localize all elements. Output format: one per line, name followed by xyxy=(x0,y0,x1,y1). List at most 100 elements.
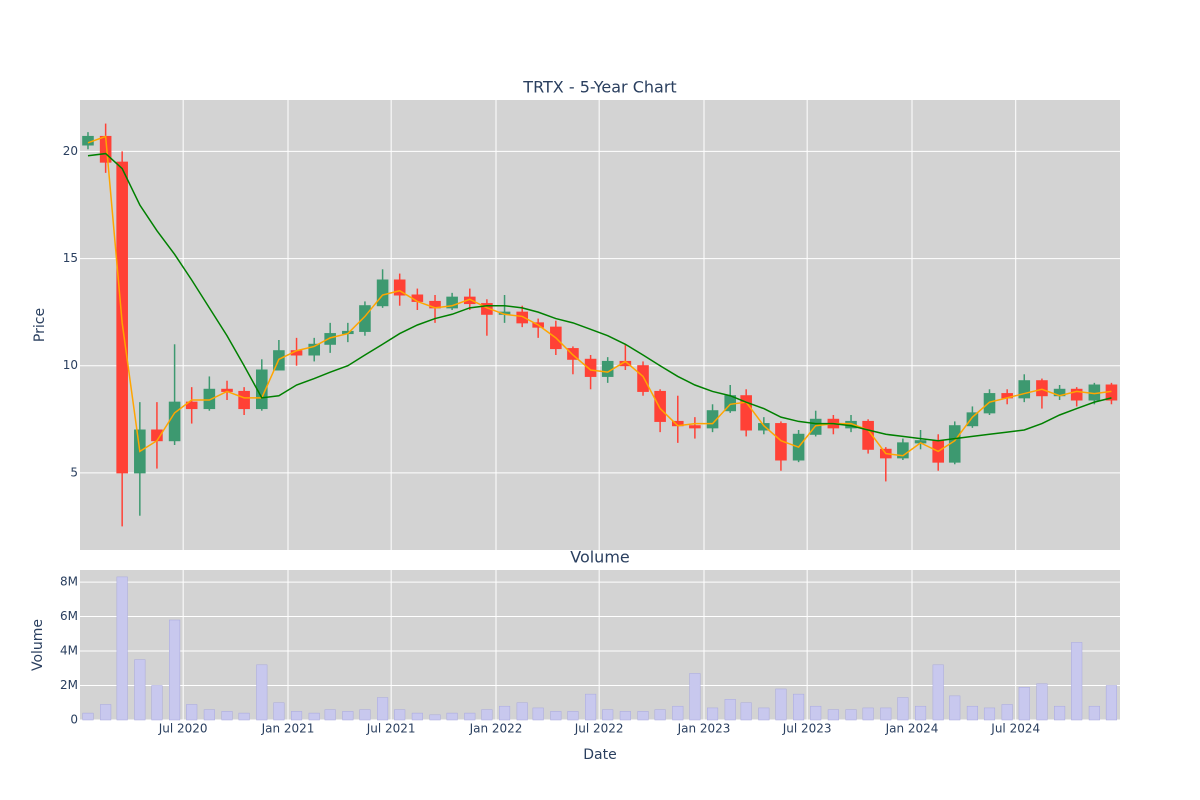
volume-bar xyxy=(827,709,839,721)
volume-bar xyxy=(758,707,770,721)
volume-bar xyxy=(983,707,996,721)
candle-body xyxy=(359,305,371,332)
y-tick-label: 4M xyxy=(60,644,78,658)
moving-average-line xyxy=(87,135,1112,457)
volume-axis-title: Volume xyxy=(30,619,46,671)
candle-body xyxy=(376,279,389,307)
volume-bar xyxy=(740,702,752,721)
volume-bar xyxy=(1036,683,1048,721)
candle-body xyxy=(446,296,458,309)
volume-bar xyxy=(775,688,787,721)
volume-bar xyxy=(411,712,423,721)
volume-bar xyxy=(897,697,909,721)
y-axis-title: Price xyxy=(32,308,48,342)
volume-bar xyxy=(862,707,874,721)
candle-body xyxy=(411,294,424,302)
volume-bar xyxy=(1001,704,1013,721)
volume-bar xyxy=(203,709,215,721)
volume-bar xyxy=(532,707,544,721)
volume-bar xyxy=(602,709,614,721)
candle-body xyxy=(1036,380,1048,397)
candle-body xyxy=(966,412,979,427)
volume-bar xyxy=(238,712,250,721)
volume-bar xyxy=(932,664,944,721)
candle-body xyxy=(601,360,614,377)
volume-bar xyxy=(914,705,927,721)
candle-body xyxy=(567,348,579,360)
price-plot-area xyxy=(80,100,1120,550)
volume-bar xyxy=(810,705,822,721)
volume-bar xyxy=(724,699,736,721)
x-tick-label: Jan 2021 xyxy=(261,722,315,736)
volume-bar xyxy=(1088,705,1100,721)
volume-bar xyxy=(464,712,476,721)
candle-body xyxy=(1070,388,1083,401)
volume-bar xyxy=(706,707,719,721)
candle-body xyxy=(308,343,321,356)
volume-bar xyxy=(377,697,389,721)
volume-bar xyxy=(949,695,961,721)
candle-body xyxy=(463,296,476,305)
x-tick-label: Jan 2023 xyxy=(677,722,731,736)
volume-bar xyxy=(342,711,354,721)
volume-bar xyxy=(100,704,112,721)
x-tick-label: Jul 2024 xyxy=(990,722,1040,736)
volume-bar xyxy=(116,576,128,721)
candle-body xyxy=(584,358,597,377)
y-tick-label: 20 xyxy=(63,144,78,158)
volume-title: Volume xyxy=(570,548,630,567)
moving-average-line xyxy=(87,152,1112,442)
candle-body xyxy=(983,393,996,414)
candle-body xyxy=(775,423,787,461)
candle-body xyxy=(862,420,874,450)
candle-body xyxy=(393,279,406,296)
y-tick-label: 2M xyxy=(60,678,78,692)
volume-bar xyxy=(256,664,268,721)
volume-bar xyxy=(498,705,511,721)
volume-bar xyxy=(845,709,857,721)
volume-bar xyxy=(186,704,198,721)
volume-bar xyxy=(273,702,285,721)
candle-body xyxy=(238,390,250,410)
volume-plot-area xyxy=(80,570,1120,720)
volume-bar xyxy=(394,709,406,721)
candle-body xyxy=(637,365,649,392)
volume-bar xyxy=(672,705,684,721)
volume-bar xyxy=(169,619,181,721)
chart-title: TRTX - 5-Year Chart xyxy=(522,78,676,97)
volume-bar xyxy=(324,709,336,721)
volume-bar xyxy=(654,709,666,721)
volume-bar xyxy=(689,673,701,721)
x-tick-label: Jul 2022 xyxy=(574,722,624,736)
candle-body xyxy=(897,442,909,459)
volume-bar xyxy=(290,711,303,721)
volume-bar xyxy=(308,712,320,721)
volume-bar xyxy=(1071,642,1083,721)
candle-body xyxy=(185,401,198,410)
y-tick-label: 15 xyxy=(63,251,78,265)
volume-bar xyxy=(151,685,163,721)
x-tick-label: Jul 2023 xyxy=(782,722,832,736)
volume-bar xyxy=(429,714,441,721)
volume-bar xyxy=(637,711,649,721)
volume-bar xyxy=(567,711,579,721)
volume-bar xyxy=(221,711,233,721)
volume-bar xyxy=(585,693,597,721)
candle-body xyxy=(740,395,752,431)
volume-bar xyxy=(619,711,631,721)
candle-body xyxy=(203,388,216,410)
volume-bar xyxy=(1054,705,1066,721)
x-tick-label: Jul 2021 xyxy=(366,722,416,736)
volume-bar xyxy=(1105,685,1118,721)
y-tick-label: 10 xyxy=(63,358,78,372)
volume-bar xyxy=(82,712,94,721)
volume-bar xyxy=(446,712,458,721)
volume-bar xyxy=(134,659,146,721)
x-tick-label: Jan 2022 xyxy=(469,722,523,736)
y-tick-label: 6M xyxy=(60,609,78,623)
y-tick-label: 0 xyxy=(70,713,78,727)
candle-body xyxy=(1018,380,1031,399)
candle-body xyxy=(168,401,181,442)
candle-body xyxy=(324,333,336,345)
